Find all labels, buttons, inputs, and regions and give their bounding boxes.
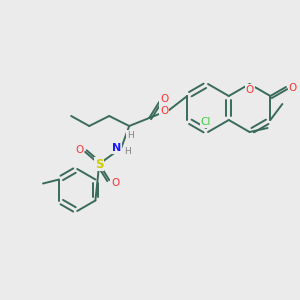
Text: O: O (289, 83, 297, 93)
Text: O: O (160, 106, 168, 116)
Text: O: O (75, 145, 83, 155)
Text: O: O (111, 178, 119, 188)
Text: S: S (95, 158, 103, 170)
Text: Cl: Cl (201, 117, 211, 127)
Text: H: H (127, 130, 134, 140)
Text: O: O (245, 85, 254, 95)
Text: O: O (160, 94, 168, 104)
Text: N: N (112, 143, 121, 153)
Text: H: H (124, 148, 130, 157)
